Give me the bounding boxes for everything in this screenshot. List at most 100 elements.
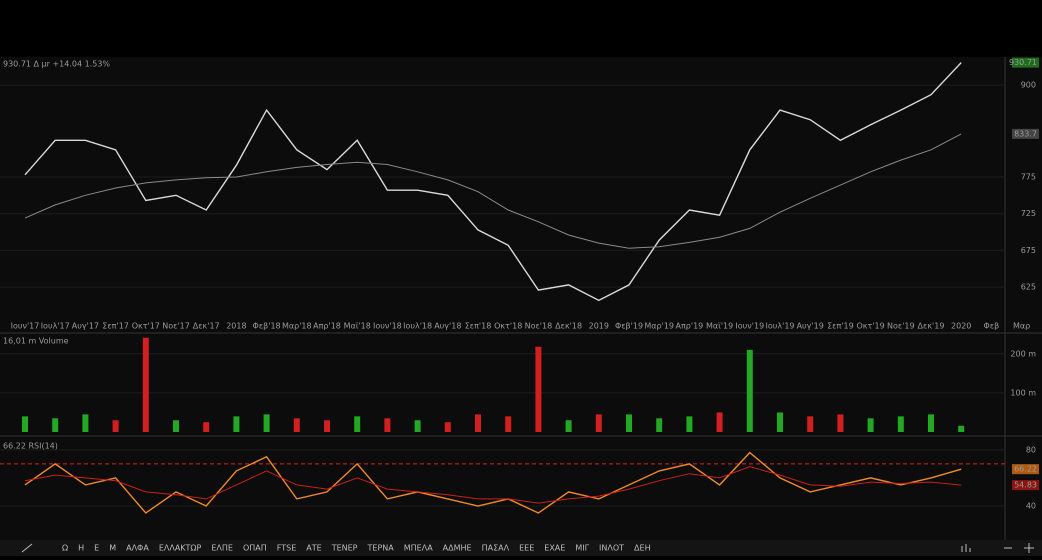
volume-bar [263, 414, 270, 432]
symbol-tab[interactable]: ΑΔΜΗΕ [443, 544, 472, 553]
toolbar [0, 540, 1042, 556]
volume-bar [897, 416, 904, 432]
x-tick-label: Φεβ'19 [615, 322, 643, 331]
volume-bar [777, 412, 783, 432]
volume-bar [384, 418, 391, 432]
x-tick-label: Απρ'19 [676, 322, 704, 331]
value-badge [1012, 57, 1039, 68]
x-tick-label: Μαρ'19 [644, 322, 674, 331]
symbol-tab[interactable]: ΕΕΕ [519, 544, 534, 553]
volume-bar [173, 420, 179, 432]
x-tick-label: 2018 [226, 322, 246, 331]
y-tick-label: 625 [1021, 283, 1036, 292]
series-line [24, 62, 962, 302]
x-tick-label: Ιουν'18 [373, 322, 402, 331]
symbol-tab[interactable]: ΜΠΕΛΑ [404, 544, 433, 553]
symbol-tab[interactable]: ΕΛΛΑΚΤΩΡ [159, 544, 202, 553]
x-tick-label: Ιουν'19 [735, 322, 764, 331]
value-badge [1012, 480, 1039, 491]
volume-bar [142, 337, 149, 432]
volume-bar [626, 414, 632, 432]
symbol-tab[interactable]: ΕΛΠΕ [211, 544, 233, 553]
x-tick-label: Ιουλ'19 [766, 322, 795, 331]
y-tick-label: 100 m [1010, 388, 1036, 397]
volume-bar [22, 416, 28, 432]
x-tick-label: Σεπ'19 [827, 322, 854, 331]
x-tick-label: Σεπ'17 [102, 322, 129, 331]
value-badge [1012, 464, 1039, 475]
volume-bar [354, 416, 361, 432]
volume-bar [656, 418, 663, 432]
symbol-tab[interactable]: ΟΠΑΠ [243, 544, 267, 553]
symbol-tab[interactable]: Ε [94, 544, 99, 553]
volume-bar [958, 425, 965, 432]
volume-bar [112, 420, 119, 432]
value-badge [1012, 128, 1039, 139]
x-tick-label: Νοε'18 [525, 322, 553, 331]
symbol-tab[interactable]: Μ [109, 544, 116, 553]
x-tick-label: Ιουλ'18 [403, 322, 432, 331]
x-tick-label: Νοε'17 [162, 322, 190, 331]
x-tick-label: Δεκ'17 [193, 322, 220, 331]
x-tick-label: Αυγ'17 [72, 322, 99, 331]
y-tick-label: 200 m [1010, 349, 1036, 358]
symbol-tab[interactable]: Ω [62, 544, 68, 553]
volume-bar [444, 422, 451, 432]
symbol-tab[interactable]: ΠΑΣΑΛ [482, 544, 510, 553]
symbol-tab[interactable]: ΑΛΦΑ [126, 544, 149, 553]
volume-bar [837, 414, 844, 432]
x-tick-label: Φεβ [984, 322, 1000, 331]
x-tick-label: Οκτ'17 [132, 322, 160, 331]
symbol-tab[interactable]: ΙΝΛΟΤ [599, 544, 624, 553]
x-tick-label: Μαϊ'18 [344, 322, 371, 331]
x-tick-label: Ιουν'17 [11, 322, 40, 331]
x-tick-label: 2019 [589, 322, 609, 331]
volume-bar [52, 418, 59, 432]
series-line [24, 466, 962, 504]
x-tick-label: Αυγ'18 [434, 322, 461, 331]
volume-bar [807, 416, 814, 432]
top-bar [0, 0, 1042, 57]
x-tick-label: Δεκ'19 [918, 322, 945, 331]
x-tick-label: Αυγ'19 [797, 322, 824, 331]
x-tick-label: Φεβ'18 [253, 322, 281, 331]
symbol-tab[interactable]: ΕΧΑΕ [544, 544, 565, 553]
x-tick-label: Απρ'18 [313, 322, 341, 331]
volume-bar [746, 349, 753, 432]
volume-bar [203, 422, 210, 432]
symbol-tab[interactable]: Η [78, 544, 84, 553]
x-tick-label: Νοε'19 [887, 322, 915, 331]
volume-bar [233, 416, 240, 432]
x-tick-label: 2020 [951, 322, 971, 331]
value-label: 930.71 [1009, 58, 1037, 67]
x-tick-label: Μαρ [1013, 322, 1030, 331]
x-tick-label: Ιουλ'17 [41, 322, 70, 331]
zoom-icon[interactable] [1004, 543, 1034, 553]
value-label: 833.7 [1014, 129, 1037, 138]
value-label: 54.83 [1014, 481, 1037, 490]
value-label: 66.22 [1014, 465, 1037, 474]
chart-icon[interactable] [961, 544, 971, 552]
x-tick-label: Σεπ'18 [465, 322, 492, 331]
volume-bar [293, 418, 300, 432]
y-tick-label: 675 [1021, 246, 1036, 255]
y-tick-label: 80 [1026, 445, 1036, 454]
symbol-tab[interactable]: FTSE [277, 544, 296, 553]
symbol-tab[interactable]: ΤΕΝΕΡ [331, 544, 358, 553]
symbol-tab[interactable]: ΑΤΕ [306, 544, 321, 553]
y-tick-label: 40 [1026, 501, 1036, 510]
volume-bar [867, 418, 874, 432]
draw-tool-icon[interactable] [21, 543, 33, 553]
panel-title: 66.22 RSI(14) [3, 442, 58, 451]
volume-bar [505, 416, 512, 432]
symbol-tab[interactable]: ΤΕΡΝΑ [367, 544, 395, 553]
volume-bar [324, 420, 330, 432]
volume-bar [565, 420, 572, 432]
symbol-tab[interactable]: ΔΕΗ [634, 544, 651, 553]
volume-bar [82, 414, 89, 432]
series-line [24, 133, 962, 249]
y-tick-label: 775 [1021, 172, 1036, 181]
symbol-tab[interactable]: ΜΙΓ [575, 544, 589, 553]
